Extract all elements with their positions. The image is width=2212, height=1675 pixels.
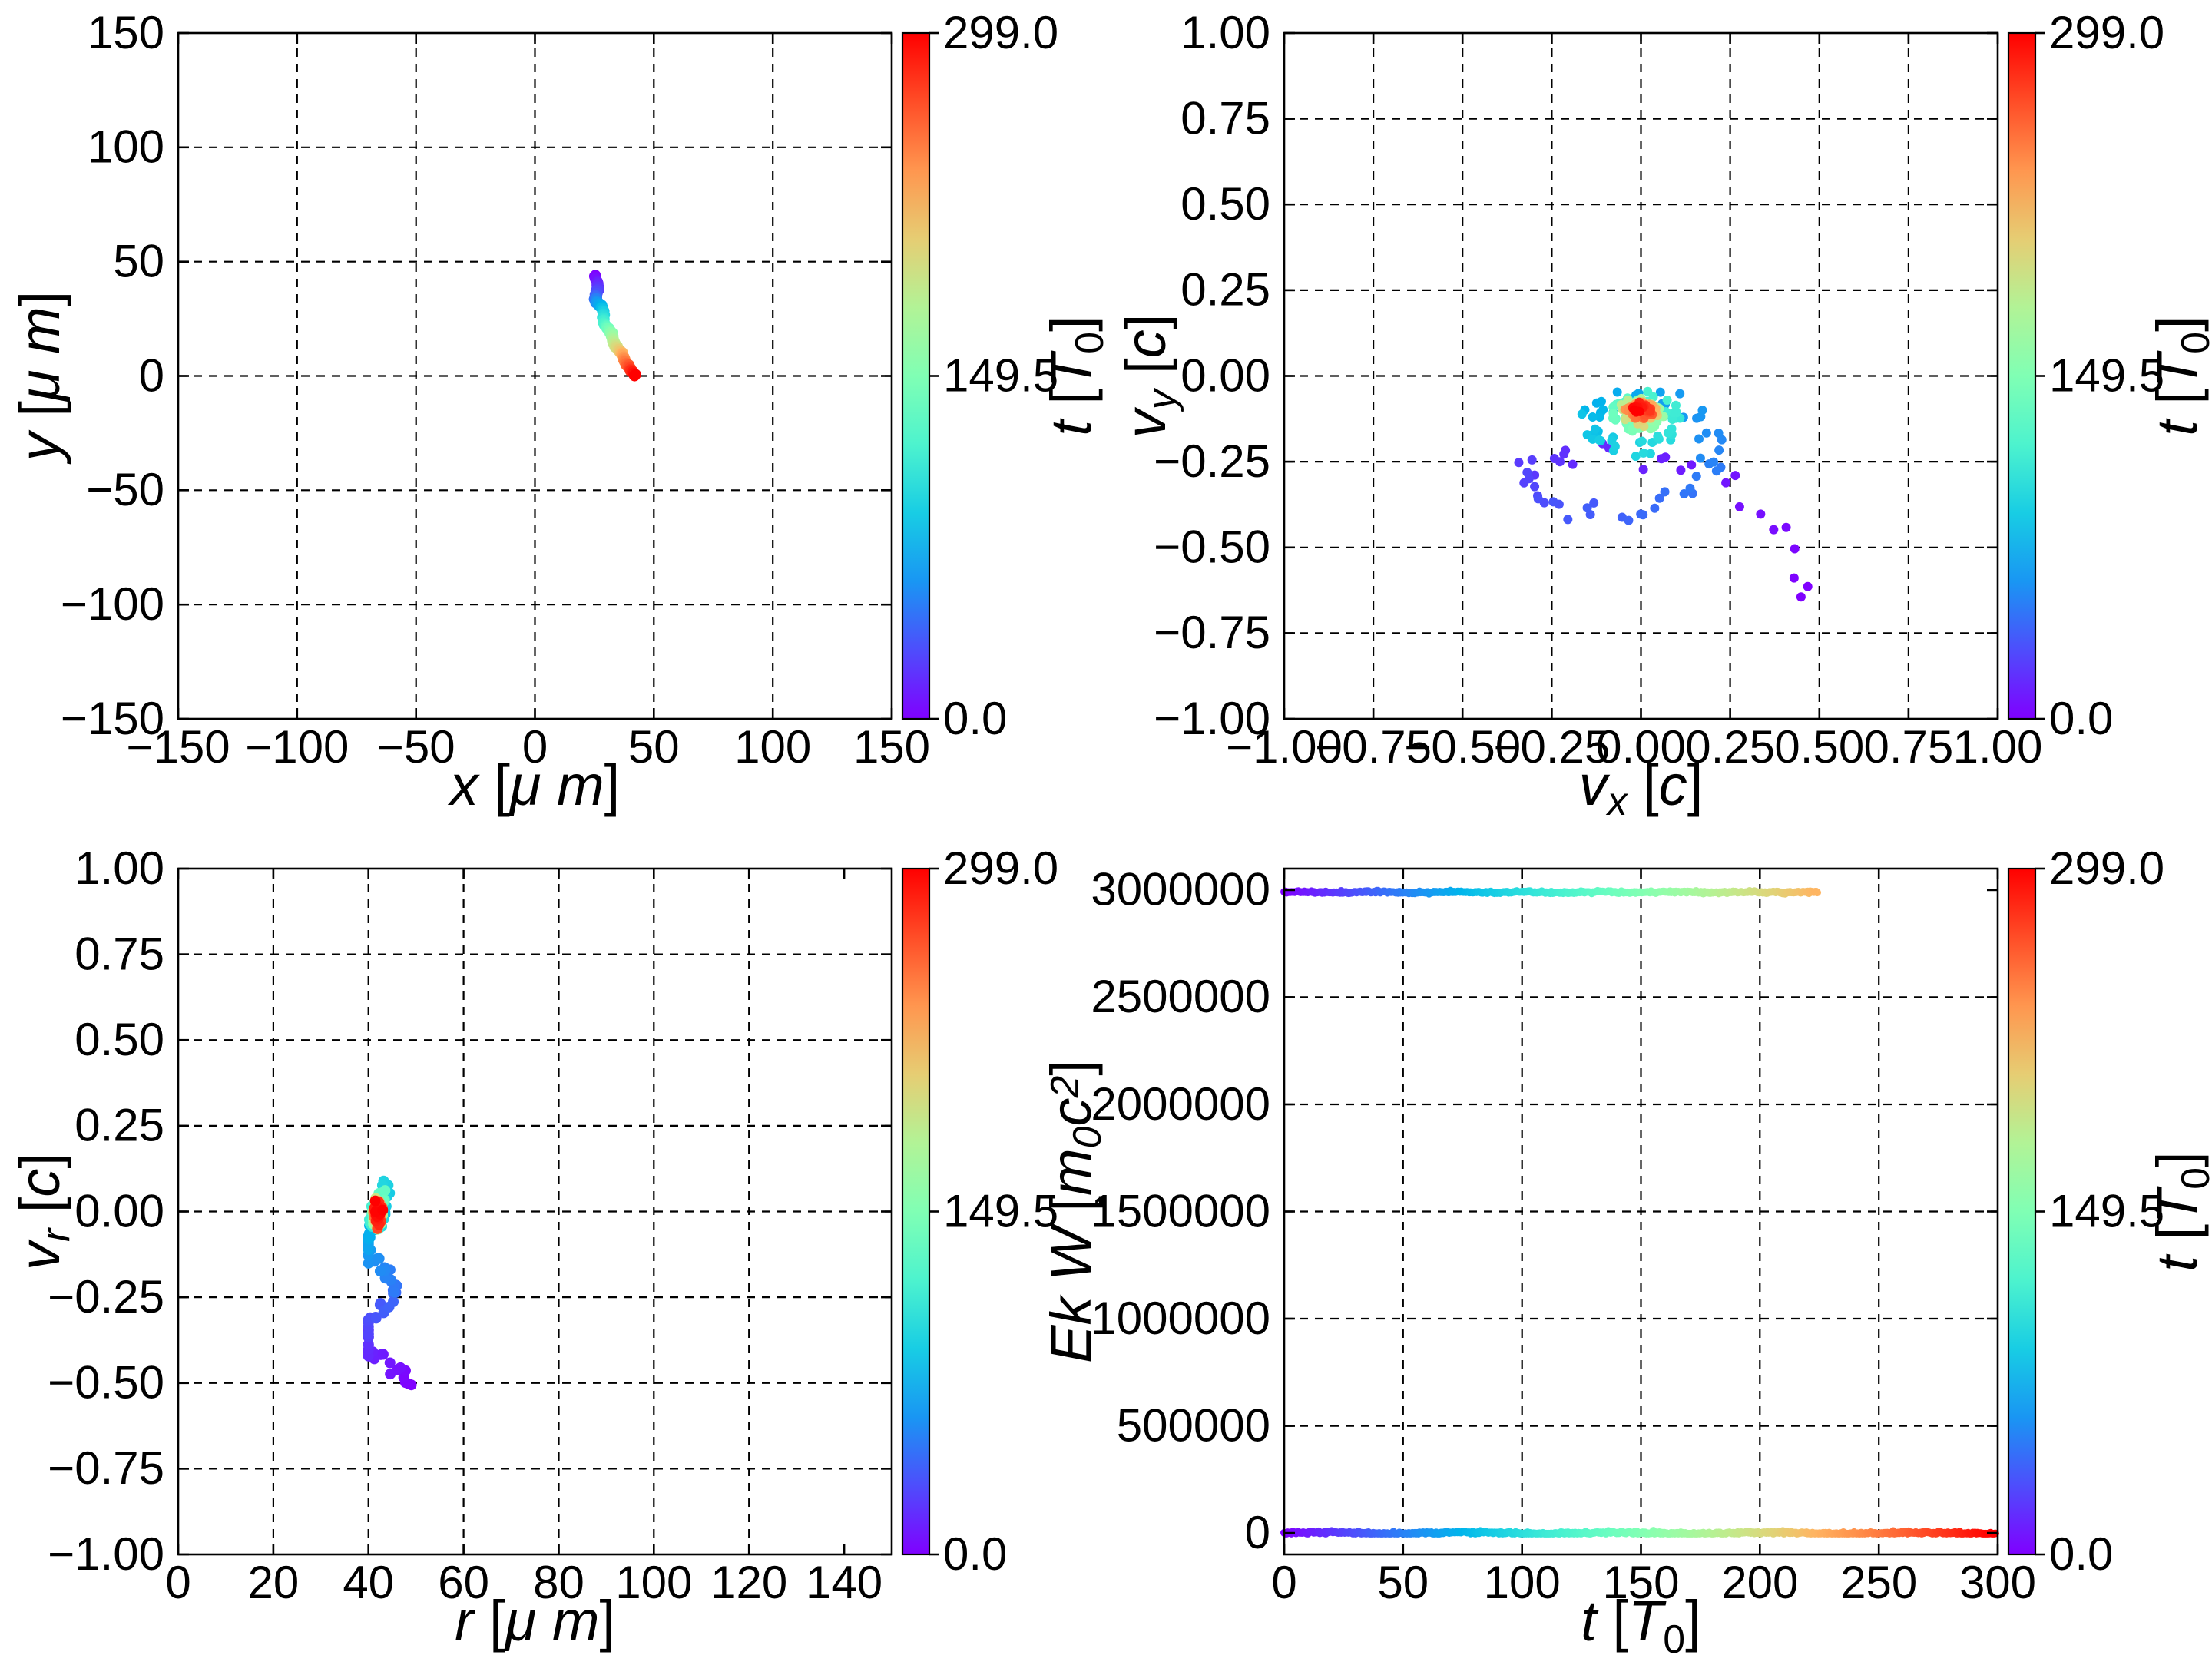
- svg-text:vr [c]: vr [c]: [8, 1153, 78, 1270]
- svg-text:t [T0]: t [T0]: [1581, 1589, 1700, 1661]
- svg-text:0: 0: [1245, 1507, 1270, 1558]
- svg-text:0: 0: [139, 349, 164, 401]
- svg-text:y [μ m]: y [μ m]: [8, 291, 71, 465]
- svg-text:0.50: 0.50: [1774, 721, 1864, 773]
- svg-text:−0.25: −0.25: [48, 1271, 164, 1322]
- svg-text:0.0: 0.0: [943, 693, 1007, 744]
- svg-text:50: 50: [113, 236, 164, 287]
- svg-text:0.25: 0.25: [1181, 264, 1270, 316]
- svg-text:−0.50: −0.50: [1154, 521, 1270, 573]
- svg-text:100: 100: [88, 121, 164, 173]
- svg-text:r [μ m]: r [μ m]: [455, 1589, 615, 1653]
- svg-text:−1.00: −1.00: [1154, 693, 1270, 744]
- svg-text:t [T0]: t [T0]: [2145, 316, 2212, 435]
- svg-text:1.00: 1.00: [75, 842, 164, 894]
- svg-text:1500000: 1500000: [1091, 1185, 1270, 1236]
- svg-text:0.0: 0.0: [2049, 1528, 2113, 1580]
- svg-text:−100: −100: [245, 721, 349, 773]
- svg-text:−1.00: −1.00: [48, 1528, 164, 1580]
- svg-text:100: 100: [1484, 1557, 1561, 1608]
- svg-text:50: 50: [628, 721, 680, 773]
- svg-text:0.0: 0.0: [2049, 693, 2113, 744]
- svg-text:50: 50: [1377, 1557, 1429, 1608]
- svg-text:1.00: 1.00: [1181, 7, 1270, 58]
- svg-text:200: 200: [1721, 1557, 1798, 1608]
- svg-text:vy [c]: vy [c]: [1114, 314, 1184, 439]
- svg-text:0.50: 0.50: [1181, 178, 1270, 230]
- svg-text:300: 300: [1959, 1557, 2036, 1608]
- svg-text:1.00: 1.00: [1953, 721, 2043, 773]
- svg-text:0.75: 0.75: [1181, 92, 1270, 144]
- svg-text:0.75: 0.75: [75, 928, 164, 979]
- svg-text:0: 0: [165, 1557, 190, 1608]
- svg-text:299.0: 299.0: [2049, 7, 2164, 58]
- svg-text:250: 250: [1840, 1557, 1917, 1608]
- svg-text:0.00: 0.00: [1181, 349, 1270, 401]
- svg-text:299.0: 299.0: [2049, 842, 2164, 894]
- svg-text:299.0: 299.0: [943, 7, 1058, 58]
- svg-text:0.25: 0.25: [75, 1100, 164, 1151]
- svg-text:140: 140: [806, 1557, 882, 1608]
- svg-text:−150: −150: [61, 693, 164, 744]
- svg-text:vx [c]: vx [c]: [1579, 753, 1704, 823]
- svg-text:−0.75: −0.75: [1154, 607, 1270, 658]
- svg-text:100: 100: [734, 721, 811, 773]
- svg-text:−0.25: −0.25: [1154, 435, 1270, 487]
- svg-text:1000000: 1000000: [1091, 1293, 1270, 1344]
- svg-text:−100: −100: [61, 578, 164, 630]
- svg-text:3000000: 3000000: [1091, 864, 1270, 915]
- svg-text:299.0: 299.0: [943, 842, 1058, 894]
- svg-text:−50: −50: [377, 721, 455, 773]
- svg-text:t [T0]: t [T0]: [2145, 1151, 2212, 1271]
- svg-text:0.50: 0.50: [75, 1014, 164, 1065]
- svg-text:x [μ m]: x [μ m]: [448, 753, 620, 817]
- svg-text:150: 150: [88, 7, 164, 58]
- svg-text:−0.75: −0.75: [48, 1442, 164, 1494]
- svg-text:120: 120: [710, 1557, 787, 1608]
- svg-text:0: 0: [1271, 1557, 1296, 1608]
- svg-text:40: 40: [343, 1557, 394, 1608]
- svg-text:500000: 500000: [1117, 1399, 1270, 1451]
- svg-text:150: 150: [853, 721, 930, 773]
- svg-text:0.0: 0.0: [943, 1528, 1007, 1580]
- svg-text:2000000: 2000000: [1091, 1078, 1270, 1130]
- svg-text:2500000: 2500000: [1091, 971, 1270, 1022]
- svg-text:t [T0]: t [T0]: [1039, 316, 1111, 435]
- svg-text:−0.50: −0.50: [48, 1357, 164, 1409]
- svg-text:20: 20: [248, 1557, 300, 1608]
- svg-text:0.00: 0.00: [75, 1185, 164, 1236]
- svg-text:100: 100: [615, 1557, 692, 1608]
- svg-text:0.75: 0.75: [1864, 721, 1954, 773]
- svg-text:−50: −50: [86, 464, 164, 515]
